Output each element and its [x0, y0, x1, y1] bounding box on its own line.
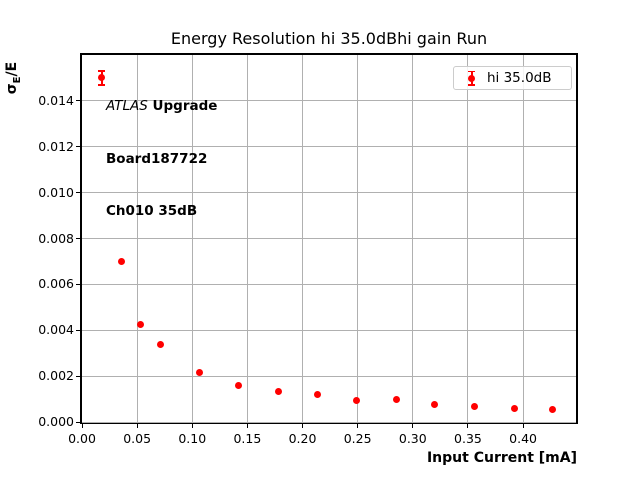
data-point: [549, 406, 557, 414]
grid-line-horizontal: [82, 283, 576, 285]
y-tick-mark: [76, 375, 80, 377]
annotation-line-2: Board187722: [106, 150, 208, 167]
plot-annotation: ATLAS Upgrade Board187722 Ch010 35dB: [106, 63, 217, 256]
x-tick-label: 0.00: [68, 431, 96, 446]
y-tick-label: 0.008: [38, 230, 74, 246]
x-tick-mark: [191, 424, 193, 428]
x-tick-mark: [467, 424, 469, 428]
grid-line-horizontal: [82, 192, 576, 194]
grid-line-horizontal: [82, 146, 576, 148]
x-tick-label: 0.05: [123, 431, 152, 446]
error-bar-cap-bottom: [98, 84, 106, 86]
y-tick-label: 0.014: [38, 92, 74, 108]
y-axis-label-sigma: σ: [4, 83, 20, 95]
data-point: [156, 340, 164, 348]
data-point: [431, 400, 439, 408]
x-tick-label: 0.40: [509, 431, 537, 446]
x-axis-label: Input Current [mA]: [426, 450, 577, 466]
y-tick-mark: [76, 421, 80, 423]
grid-line-horizontal: [82, 100, 576, 102]
errorbar-dot: [468, 74, 475, 82]
x-tick-label: 0.30: [398, 431, 427, 446]
errorbar-marker-icon: [467, 70, 476, 86]
grid-line-horizontal: [82, 421, 576, 423]
data-point: [98, 74, 106, 82]
data-point: [274, 388, 282, 396]
x-tick-mark: [246, 424, 248, 428]
data-point: [353, 396, 361, 404]
error-bar-cap-top: [98, 70, 106, 72]
y-tick-label: 0.010: [38, 184, 74, 200]
data-point: [314, 390, 322, 398]
data-point: [392, 396, 400, 404]
y-tick-label: 0.002: [38, 368, 74, 384]
y-tick-label: 0.004: [38, 322, 74, 338]
legend-box: hi 35.0dB: [453, 66, 572, 90]
x-tick-mark: [522, 424, 524, 428]
x-tick-mark: [412, 424, 414, 428]
y-tick-label: 0.006: [38, 276, 74, 292]
x-tick-mark: [81, 424, 83, 428]
annotation-line-3: Ch010 35dB: [106, 203, 198, 219]
y-tick-mark: [76, 146, 80, 148]
errorbar-bottom-cap: [468, 83, 475, 86]
y-axis-label-subscript: E: [11, 76, 23, 84]
y-axis-label: σE/E: [4, 42, 23, 114]
data-point: [136, 321, 144, 329]
annotation-upgrade-text: Upgrade: [147, 98, 218, 114]
annotation-line-1: ATLAS Upgrade: [106, 98, 217, 116]
grid-line-horizontal: [82, 238, 576, 239]
y-tick-label: 0.000: [38, 414, 74, 429]
annotation-atlas-text: ATLAS: [106, 98, 148, 114]
x-tick-mark: [302, 424, 304, 428]
x-tick-label: 0.20: [288, 431, 317, 446]
y-tick-mark: [76, 100, 80, 102]
y-tick-label: 0.012: [38, 138, 74, 154]
x-tick-mark: [357, 424, 359, 428]
x-tick-label: 0.10: [178, 431, 207, 446]
data-point: [510, 405, 518, 413]
data-point: [235, 381, 243, 389]
chart-title: Energy Resolution hi 35.0dBhi gain Run: [170, 29, 488, 48]
grid-line-horizontal: [82, 375, 576, 377]
plot-area: 0.00 0.05 0.10 0.15 0.20 0.25 0.30 0.35 0.40 0.00…: [38, 53, 578, 446]
x-tick-label: 0.35: [454, 431, 482, 446]
data-point: [471, 402, 479, 410]
x-tick-mark: [136, 424, 138, 428]
y-tick-mark: [76, 238, 80, 239]
data-point: [118, 257, 126, 265]
y-tick-mark: [76, 283, 80, 285]
legend-entry-label: hi 35.0dB: [487, 70, 552, 86]
y-tick-mark: [76, 329, 80, 331]
grid-line-horizontal: [82, 329, 576, 331]
data-point: [196, 368, 204, 376]
y-axis-label-rest: /E: [4, 61, 20, 77]
y-tick-mark: [76, 192, 80, 194]
x-tick-label: 0.15: [233, 431, 262, 446]
x-tick-label: 0.25: [343, 431, 372, 446]
